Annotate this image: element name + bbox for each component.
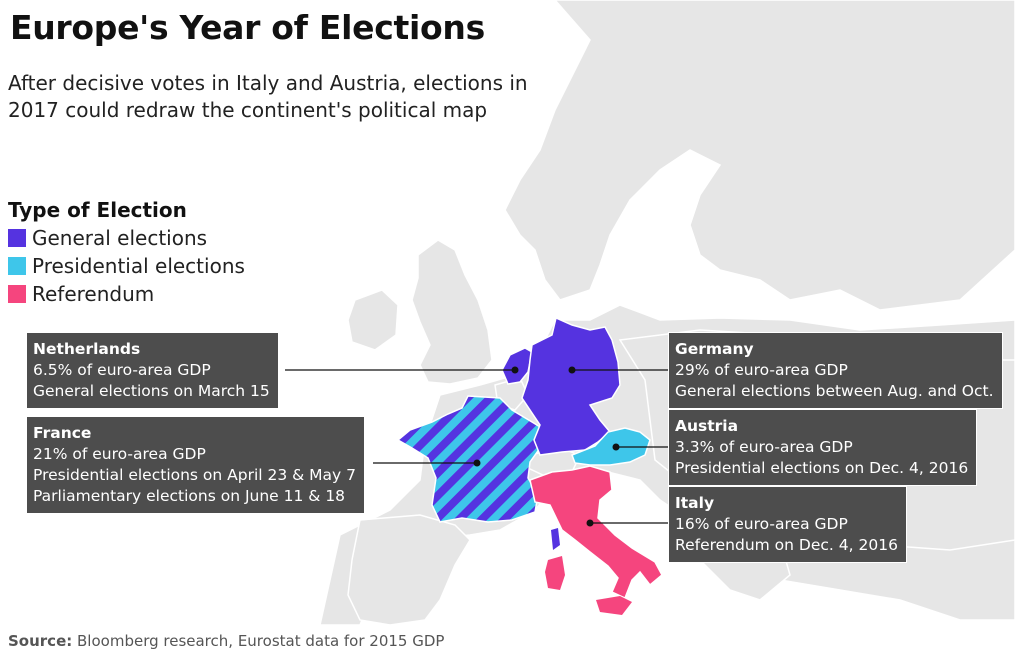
callout-france-line2: Parliamentary elections on June 11 & 18 [33, 487, 346, 505]
island-sardinia [545, 556, 565, 590]
callout-netherlands-name: Netherlands [33, 340, 141, 358]
source-label: Source: [8, 632, 73, 650]
country-germany [521, 316, 621, 456]
island-corsica [551, 528, 560, 550]
legend-swatch-presidential [8, 257, 26, 275]
legend-swatch-referendum [8, 285, 26, 303]
leader-lines [285, 369, 668, 524]
dot-italy [586, 519, 594, 527]
callout-austria-gdp: 3.3% of euro-area GDP [675, 438, 853, 456]
callout-germany-gdp: 29% of euro-area GDP [675, 361, 848, 379]
land-iberia [347, 514, 471, 626]
callout-italy: Italy 16% of euro-area GDP Referendum on… [668, 486, 907, 563]
dot-france [473, 459, 481, 467]
legend-item-referendum: Referendum [8, 280, 245, 308]
callout-italy-gdp: 16% of euro-area GDP [675, 515, 848, 533]
legend-item-general: General elections [8, 224, 245, 252]
page-subtitle: After decisive votes in Italy and Austri… [8, 71, 528, 122]
callout-germany: Germany 29% of euro-area GDP General ele… [668, 332, 1003, 409]
callout-france-line1: Presidential elections on April 23 & May… [33, 466, 357, 484]
land-great-britain [411, 239, 493, 385]
leader-dots [473, 366, 620, 527]
callout-austria-line1: Presidential elections on Dec. 4, 2016 [675, 459, 969, 477]
land-scandinavia [504, 0, 1015, 311]
callout-italy-name: Italy [675, 494, 715, 512]
land-ireland [347, 289, 399, 351]
source-note: Source: Bloomberg research, Eurostat dat… [8, 632, 444, 650]
legend-title: Type of Election [8, 198, 187, 222]
callout-italy-line1: Referendum on Dec. 4, 2016 [675, 536, 898, 554]
legend: Type of Election General elections Presi… [8, 198, 245, 308]
legend-item-presidential: Presidential elections [8, 252, 245, 280]
callout-austria-name: Austria [675, 417, 739, 435]
legend-label-general: General elections [32, 226, 208, 250]
island-sicily [596, 596, 632, 615]
legend-label-presidential: Presidential elections [32, 254, 245, 278]
callout-france-name: France [33, 424, 92, 442]
callout-netherlands: Netherlands 6.5% of euro-area GDP Genera… [26, 332, 279, 409]
callout-france-gdp: 21% of euro-area GDP [33, 445, 206, 463]
legend-label-referendum: Referendum [32, 282, 155, 306]
dot-austria [612, 443, 620, 451]
callout-netherlands-gdp: 6.5% of euro-area GDP [33, 361, 211, 379]
callout-netherlands-line1: General elections on March 15 [33, 382, 270, 400]
country-italy [529, 465, 663, 600]
callout-austria: Austria 3.3% of euro-area GDP Presidenti… [668, 409, 978, 486]
callout-germany-name: Germany [675, 340, 754, 358]
callout-france: France 21% of euro-area GDP Presidential… [26, 416, 366, 514]
dot-netherlands [511, 366, 519, 374]
source-text: Bloomberg research, Eurostat data for 20… [72, 632, 445, 650]
page-title: Europe's Year of Elections [10, 8, 485, 47]
callout-germany-line1: General elections between Aug. and Oct. [675, 382, 994, 400]
legend-swatch-general [8, 229, 26, 247]
dot-germany [568, 366, 576, 374]
